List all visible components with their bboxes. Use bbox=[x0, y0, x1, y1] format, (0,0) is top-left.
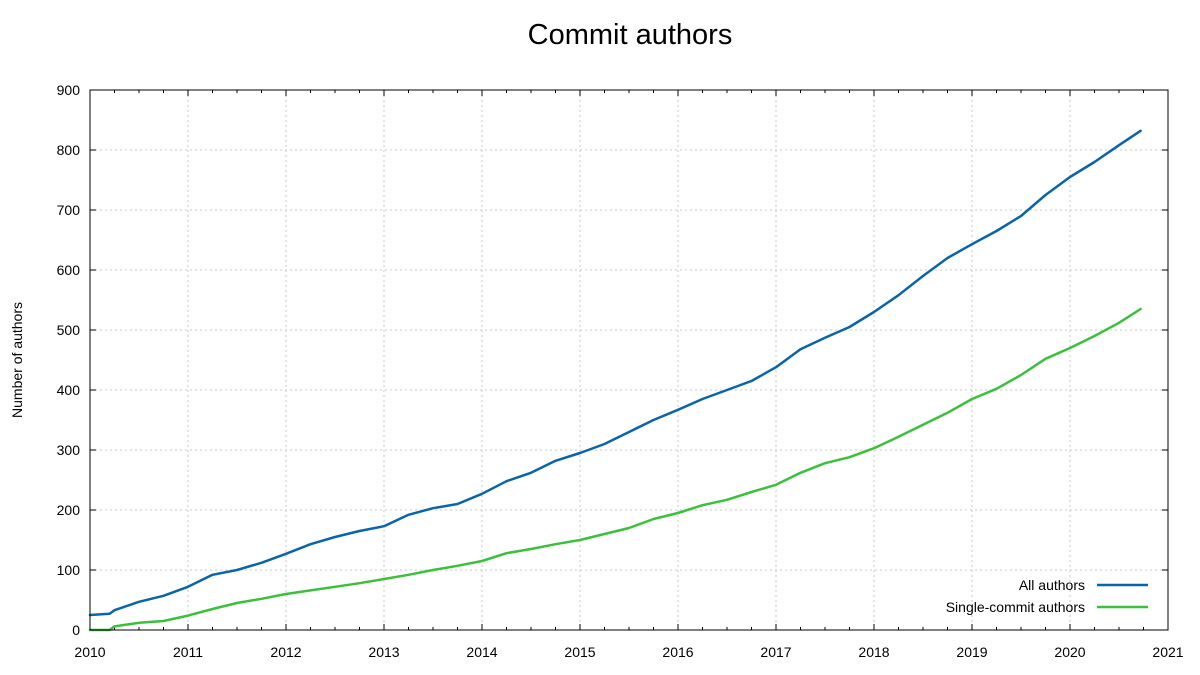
y-tick-label: 500 bbox=[57, 322, 81, 338]
x-tick-label: 2021 bbox=[1152, 644, 1183, 660]
y-tick-label: 200 bbox=[57, 502, 81, 518]
x-tick-label: 2016 bbox=[662, 644, 693, 660]
x-tick-label: 2015 bbox=[564, 644, 595, 660]
axis-ticks: 2010 2011 2012 2013 2014 2015 2016 2017 2018 2019… bbox=[57, 82, 1184, 660]
legend-label: All authors bbox=[1019, 577, 1085, 593]
y-tick-label: 900 bbox=[57, 82, 81, 98]
legend: All authors Single-commit authors bbox=[946, 577, 1148, 615]
x-tick-label: 2014 bbox=[466, 644, 497, 660]
plot-frame bbox=[89, 89, 1169, 631]
y-tick-label: 700 bbox=[57, 202, 81, 218]
x-tick-label: 2012 bbox=[270, 644, 301, 660]
x-tick-label: 2010 bbox=[74, 644, 105, 660]
y-tick-label: 100 bbox=[57, 562, 81, 578]
x-tick-label: 2019 bbox=[956, 644, 987, 660]
x-tick-label: 2017 bbox=[760, 644, 791, 660]
legend-label: Single-commit authors bbox=[946, 599, 1085, 615]
y-tick-label: 300 bbox=[57, 442, 81, 458]
chart-title: Commit authors bbox=[528, 19, 733, 51]
y-tick-label: 400 bbox=[57, 382, 81, 398]
y-tick-label: 800 bbox=[57, 142, 81, 158]
series-line-single-commit-authors bbox=[88, 307, 1142, 632]
x-tick-label: 2020 bbox=[1054, 644, 1085, 660]
x-tick-label: 2013 bbox=[368, 644, 399, 660]
y-tick-label: 600 bbox=[57, 262, 81, 278]
series-line-all-authors bbox=[88, 129, 1142, 617]
y-tick-label: 0 bbox=[72, 622, 80, 638]
y-axis-label: Number of authors bbox=[9, 302, 25, 418]
x-tick-label: 2018 bbox=[858, 644, 889, 660]
data-series bbox=[88, 129, 1142, 632]
x-tick-label: 2011 bbox=[173, 644, 203, 660]
grid-lines bbox=[90, 90, 1168, 630]
